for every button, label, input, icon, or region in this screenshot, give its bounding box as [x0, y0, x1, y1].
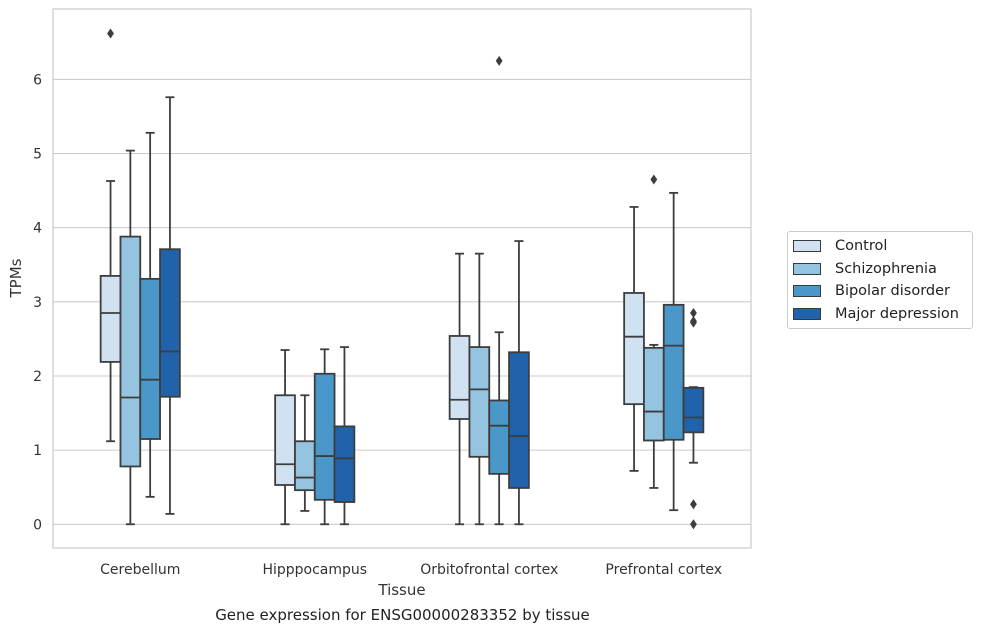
legend-item: Bipolar disorder — [788, 280, 972, 303]
y-tick-label: 6 — [33, 72, 42, 88]
legend-swatch — [793, 285, 821, 298]
box-bipolar-disorder — [313, 348, 336, 526]
legend-item: Schizophrenia — [788, 258, 972, 281]
outlier-point — [107, 28, 114, 39]
box-iqr — [508, 351, 530, 489]
box-major-depression — [682, 307, 705, 530]
legend-swatch — [793, 307, 821, 320]
x-tick-label: Hipppocampus — [262, 562, 367, 578]
y-axis-label: TPMs — [7, 258, 25, 298]
outlier-point — [690, 519, 697, 530]
y-tick-label: 0 — [33, 517, 42, 533]
box-control — [274, 349, 296, 526]
box-major-depression — [333, 346, 356, 526]
box-iqr — [313, 372, 336, 501]
box-iqr — [139, 277, 161, 440]
outlier-point — [690, 499, 697, 510]
box-iqr — [468, 346, 491, 458]
x-tick-labels: Cerebellum Hipppocampus Orbitofrontal cort… — [100, 562, 722, 578]
outlier-point — [650, 174, 658, 185]
y-tick-label: 1 — [33, 443, 42, 459]
box-schizophrenia — [468, 252, 491, 526]
box-major-depression — [508, 240, 530, 526]
y-tick-label: 4 — [33, 221, 42, 237]
legend-item: Major depression — [788, 303, 972, 326]
box-iqr — [119, 235, 142, 468]
y-tick-label: 5 — [33, 147, 42, 163]
box-bipolar-disorder — [662, 191, 685, 512]
outlier-point — [690, 317, 697, 328]
legend-item: Control — [788, 235, 972, 258]
box-iqr — [623, 292, 645, 406]
legend: Control Schizophrenia Bipolar disorder Majo… — [787, 231, 973, 329]
y-tick-labels: 0 1 2 3 4 5 6 — [33, 72, 42, 533]
outlier-point — [690, 307, 697, 318]
x-axis-label: Tissue — [377, 581, 425, 599]
legend-label: Major depression — [835, 305, 959, 322]
box-iqr — [99, 275, 122, 363]
box-control — [99, 28, 122, 443]
legend-label: Bipolar disorder — [835, 283, 950, 300]
legend-swatch — [793, 262, 821, 275]
box-bipolar-disorder — [488, 55, 510, 526]
box-series — [99, 28, 705, 530]
legend-label: Control — [835, 238, 888, 255]
box-iqr — [274, 394, 296, 486]
legend-swatch — [793, 240, 821, 253]
box-iqr — [448, 335, 471, 420]
box-iqr — [682, 386, 705, 434]
legend-label: Schizophrenia — [835, 260, 937, 277]
x-tick-label: Prefrontal cortex — [605, 562, 722, 578]
box-iqr — [294, 440, 316, 492]
box-iqr — [488, 399, 510, 475]
y-tick-label: 2 — [33, 369, 42, 385]
y-tick-label: 3 — [33, 295, 42, 311]
x-tick-label: Orbitofrontal cortex — [420, 562, 558, 578]
box-iqr — [662, 303, 685, 441]
box-iqr — [333, 425, 356, 503]
box-iqr — [159, 248, 181, 398]
outlier-point — [495, 55, 503, 66]
box-schizophrenia — [643, 174, 665, 489]
chart-caption: Gene expression for ENSG00000283352 by t… — [215, 606, 590, 624]
box-iqr — [643, 346, 665, 442]
box-schizophrenia — [119, 149, 142, 526]
box-major-depression — [159, 96, 181, 515]
box-bipolar-disorder — [139, 131, 161, 498]
x-tick-label: Cerebellum — [100, 562, 180, 578]
